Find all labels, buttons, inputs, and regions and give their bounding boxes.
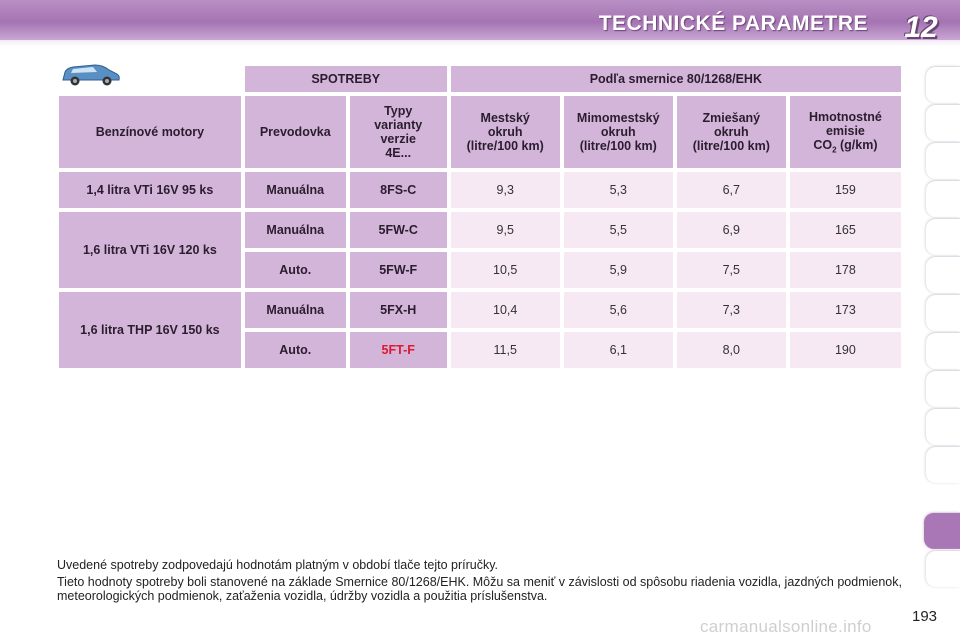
chapter-tab[interactable] xyxy=(926,142,960,179)
gearbox-cell: Manuálna xyxy=(244,212,346,248)
chapter-tab[interactable] xyxy=(926,446,960,483)
combined-cell: 6,7 xyxy=(676,172,786,208)
header-divider xyxy=(0,40,960,46)
col-header-engine: Benzínové motory xyxy=(59,96,241,168)
table-row: 1,4 litra VTi 16V 95 ks Manuálna 8FS-C 9… xyxy=(59,172,901,208)
gearbox-cell: Auto. xyxy=(244,252,346,288)
co2-cell: 165 xyxy=(789,212,901,248)
combined-cell: 7,3 xyxy=(676,292,786,328)
chapter-tab[interactable] xyxy=(926,550,960,587)
footnotes: Uvedené spotreby zodpovedajú hodnotám pl… xyxy=(57,558,907,606)
chapter-tab[interactable] xyxy=(926,294,960,331)
chapter-tab[interactable] xyxy=(926,218,960,255)
co2-cell: 178 xyxy=(789,252,901,288)
extra-urban-cell: 5,3 xyxy=(563,172,673,208)
type-cell: 5FW-C xyxy=(349,212,447,248)
type-cell: 8FS-C xyxy=(349,172,447,208)
combined-cell: 8,0 xyxy=(676,332,786,368)
col-header-gearbox: Prevodovka xyxy=(244,96,346,168)
col-header-type: Typy varianty verzie 4E... xyxy=(349,96,447,168)
page-title: TECHNICKÉ PARAMETRE xyxy=(598,12,868,35)
urban-cell: 10,4 xyxy=(450,292,560,328)
chapter-badge: 12 xyxy=(898,6,944,50)
table-row: 1,6 litra VTi 16V 120 ks Manuálna 5FW-C … xyxy=(59,212,901,288)
type-cell: 5FW-F xyxy=(349,252,447,288)
extra-urban-cell: 5,9 xyxy=(563,252,673,288)
table-row: 1,6 litra THP 16V 150 ks Manuálna 5FX-H … xyxy=(59,292,901,368)
gearbox-cell: Auto. xyxy=(244,332,346,368)
combined-cell: 6,9 xyxy=(676,212,786,248)
col-header-urban: Mestský okruh (litre/100 km) xyxy=(450,96,560,168)
co2-cell: 173 xyxy=(789,292,901,328)
urban-cell: 9,3 xyxy=(450,172,560,208)
urban-cell: 10,5 xyxy=(450,252,560,288)
gearbox-cell: Manuálna xyxy=(244,172,346,208)
engine-cell: 1,4 litra VTi 16V 95 ks xyxy=(59,172,241,208)
type-cell-highlighted: 5FT-F xyxy=(349,332,447,368)
engine-cell: 1,6 litra VTi 16V 120 ks xyxy=(59,212,241,288)
col-header-combined: Zmiešaný okruh (litre/100 km) xyxy=(676,96,786,168)
header-band xyxy=(0,0,960,40)
combined-cell: 7,5 xyxy=(676,252,786,288)
chapter-tab[interactable] xyxy=(926,332,960,369)
extra-urban-cell: 6,1 xyxy=(563,332,673,368)
chapter-tab[interactable] xyxy=(926,408,960,445)
extra-urban-cell: 5,5 xyxy=(563,212,673,248)
chapter-tab[interactable] xyxy=(926,256,960,293)
chapter-tab[interactable] xyxy=(926,180,960,217)
extra-urban-cell: 5,6 xyxy=(563,292,673,328)
gearbox-cell: Manuálna xyxy=(244,292,346,328)
type-cell: 5FX-H xyxy=(349,292,447,328)
table-row: Auto. 5FW-F 10,5 5,9 7,5 178 xyxy=(59,252,901,288)
group-header-directive: Podľa smernice 80/1268/EHK xyxy=(450,66,901,92)
table-row: Auto. 5FT-F 11,5 6,1 8,0 190 xyxy=(59,332,901,368)
urban-cell: 11,5 xyxy=(450,332,560,368)
watermark: carmanualsonline.info xyxy=(700,617,872,636)
col-header-extra-urban: Mimomestský okruh (litre/100 km) xyxy=(563,96,673,168)
engine-cell: 1,6 litra THP 16V 150 ks xyxy=(59,292,241,368)
footnote: Tieto hodnoty spotreby boli stanovené na… xyxy=(57,575,902,603)
col-header-co2: Hmotnostné emisie CO2 (g/km) xyxy=(789,96,901,168)
consumption-table: SPOTREBY Podľa smernice 80/1268/EHK Benz… xyxy=(55,62,905,372)
chapter-tabs xyxy=(924,66,960,587)
chapter-tab-active[interactable] xyxy=(924,512,960,549)
chapter-tab[interactable] xyxy=(926,66,960,103)
car-icon xyxy=(57,58,123,90)
group-header-consumption: SPOTREBY xyxy=(244,66,447,92)
urban-cell: 9,5 xyxy=(450,212,560,248)
co2-cell: 190 xyxy=(789,332,901,368)
footnote: Uvedené spotreby zodpovedajú hodnotám pl… xyxy=(57,558,499,572)
chapter-number: 12 xyxy=(904,11,938,44)
chapter-tab[interactable] xyxy=(926,104,960,141)
chapter-tab[interactable] xyxy=(926,370,960,407)
co2-cell: 159 xyxy=(789,172,901,208)
page-number: 193 xyxy=(912,608,938,625)
